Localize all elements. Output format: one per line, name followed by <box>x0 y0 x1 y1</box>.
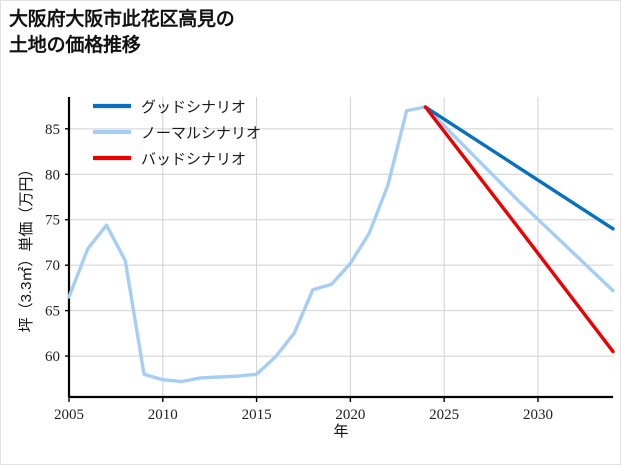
x-tick-label: 2025 <box>429 407 459 423</box>
series-line-ノーマルシナリオ <box>67 105 615 384</box>
x-tick-label: 2005 <box>54 407 84 423</box>
series-line-グッドシナリオ <box>423 105 615 231</box>
x-tick-label: 2015 <box>242 407 272 423</box>
legend-label-1: ノーマルシナリオ <box>141 126 261 142</box>
page-title: 大阪府大阪市此花区高見の 土地の価格推移 <box>9 9 235 56</box>
y-tick-label: 80 <box>45 167 60 183</box>
y-tick-label: 85 <box>45 122 60 138</box>
legend-label-2: バッドシナリオ <box>141 152 246 168</box>
axis-spines <box>67 97 613 399</box>
y-axis-title: 坪（3.3㎡）単価（万円） <box>18 162 35 333</box>
y-tick-label: 65 <box>45 304 60 320</box>
y-tick-label: 60 <box>45 349 60 365</box>
x-tick-label: 2020 <box>335 407 365 423</box>
x-axis-title: 年 <box>333 423 348 440</box>
x-tick-label: 2010 <box>148 407 178 423</box>
y-tick-labels: 60 65 70 75 80 85 <box>45 122 60 365</box>
data-series-group <box>67 105 615 384</box>
y-tick-label: 75 <box>45 213 60 229</box>
x-tick-labels: 2005 2010 2015 2020 2025 2030 <box>54 407 553 423</box>
series-line-バッドシナリオ <box>423 105 615 354</box>
x-tick-label: 2030 <box>523 407 553 423</box>
legend-label-0: グッドシナリオ <box>141 99 246 116</box>
y-tick-label: 70 <box>45 258 60 274</box>
